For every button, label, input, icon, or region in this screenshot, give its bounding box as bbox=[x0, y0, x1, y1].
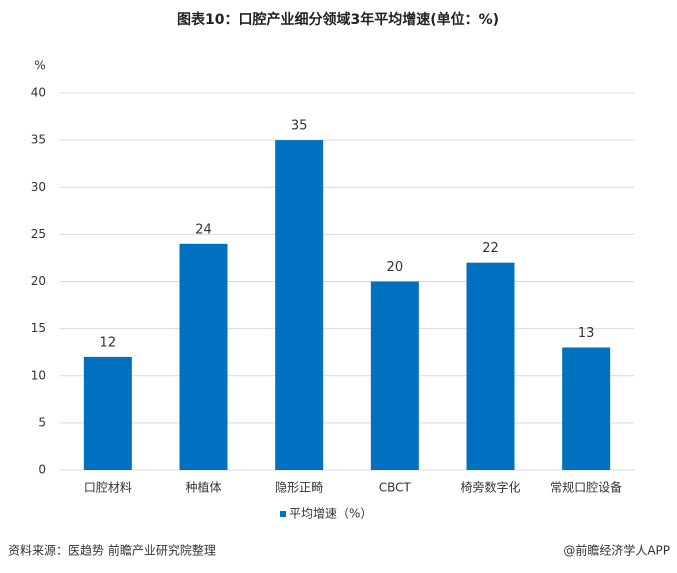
chart-title: 图表10：口腔产业细分领域3年平均增速(单位：%) bbox=[177, 11, 499, 28]
bar bbox=[562, 347, 611, 470]
value-label: 20 bbox=[387, 260, 404, 275]
bar bbox=[275, 140, 324, 470]
legend-label: 平均增速（%） bbox=[289, 507, 372, 521]
y-tick-label: 0 bbox=[38, 463, 46, 477]
bar bbox=[466, 262, 515, 470]
y-tick-label: 40 bbox=[31, 86, 46, 100]
y-tick-label: 35 bbox=[31, 133, 46, 147]
y-tick-label: 20 bbox=[31, 274, 46, 288]
bar bbox=[83, 356, 132, 470]
value-label: 22 bbox=[482, 241, 499, 256]
y-tick-label: 15 bbox=[31, 321, 46, 335]
y-tick-label: 5 bbox=[38, 415, 46, 429]
x-tick-label: 种植体 bbox=[185, 480, 221, 495]
y-tick-label: 10 bbox=[31, 368, 46, 382]
x-tick-label: 常规口腔设备 bbox=[550, 480, 622, 495]
bar bbox=[179, 243, 228, 470]
legend-swatch bbox=[280, 511, 286, 517]
x-tick-label: CBCT bbox=[379, 481, 412, 495]
bar bbox=[370, 281, 419, 470]
value-label: 12 bbox=[100, 335, 117, 350]
y-tick-label: 30 bbox=[31, 180, 46, 194]
y-tick-label: 25 bbox=[31, 227, 46, 241]
brand: @前瞻经济学人APP bbox=[563, 543, 670, 558]
value-label: 24 bbox=[195, 222, 212, 237]
x-tick-label: 口腔材料 bbox=[84, 480, 132, 495]
value-label: 35 bbox=[291, 119, 308, 134]
x-tick-label: 椅旁数字化 bbox=[460, 480, 520, 495]
x-tick-label: 隐形正畸 bbox=[275, 481, 323, 495]
y-unit: % bbox=[34, 59, 45, 73]
source: 资料来源：医趋势 前瞻产业研究院整理 bbox=[8, 543, 216, 558]
value-label: 13 bbox=[578, 326, 595, 341]
